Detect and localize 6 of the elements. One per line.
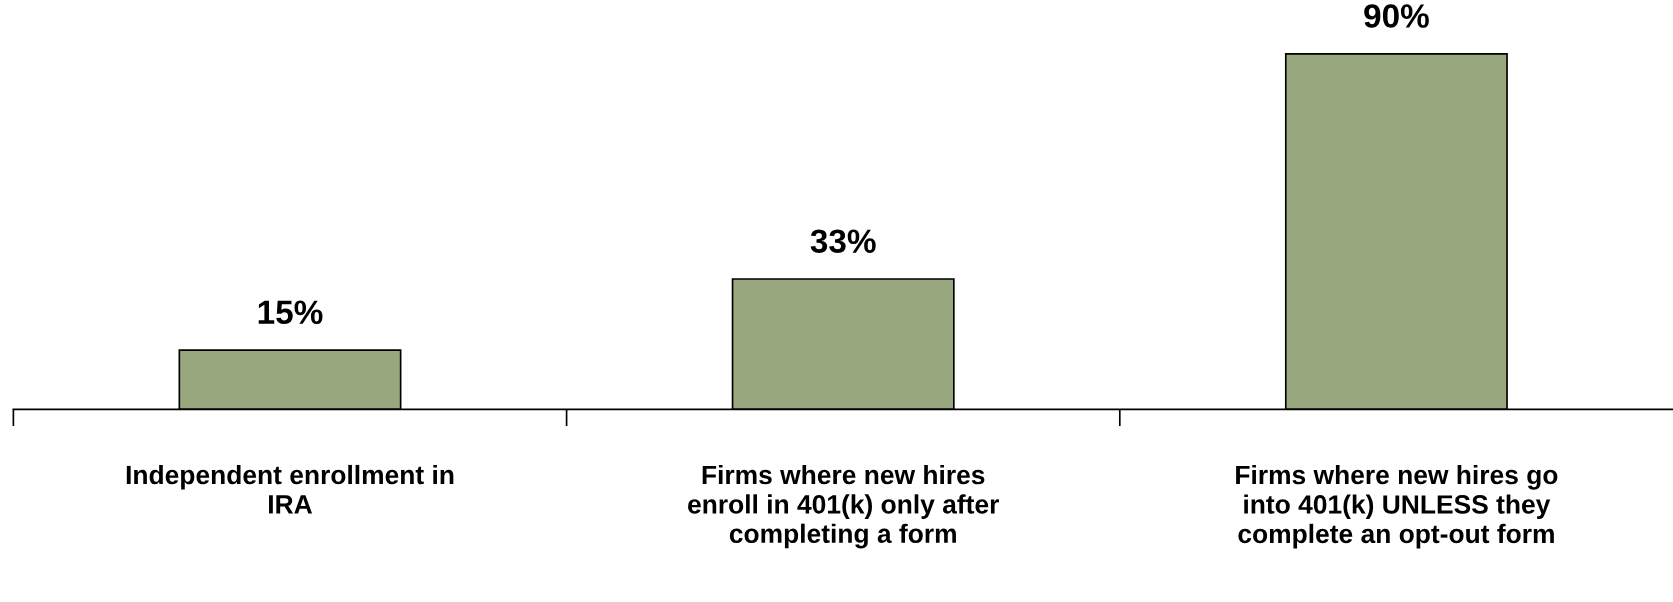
data-label: 90%	[1364, 4, 1429, 28]
data-label: 15%	[258, 300, 323, 325]
x-tick-label: Firms where new hires enroll in 401(k) only after completing a form	[688, 464, 999, 549]
x-tick-label: Independent enrollment in IRA	[126, 464, 454, 514]
data-label: 33%	[810, 229, 876, 254]
x-tick-label: Firms where new hires go into 401(k) UNLESS they complete an opt-out form	[1236, 464, 1558, 549]
